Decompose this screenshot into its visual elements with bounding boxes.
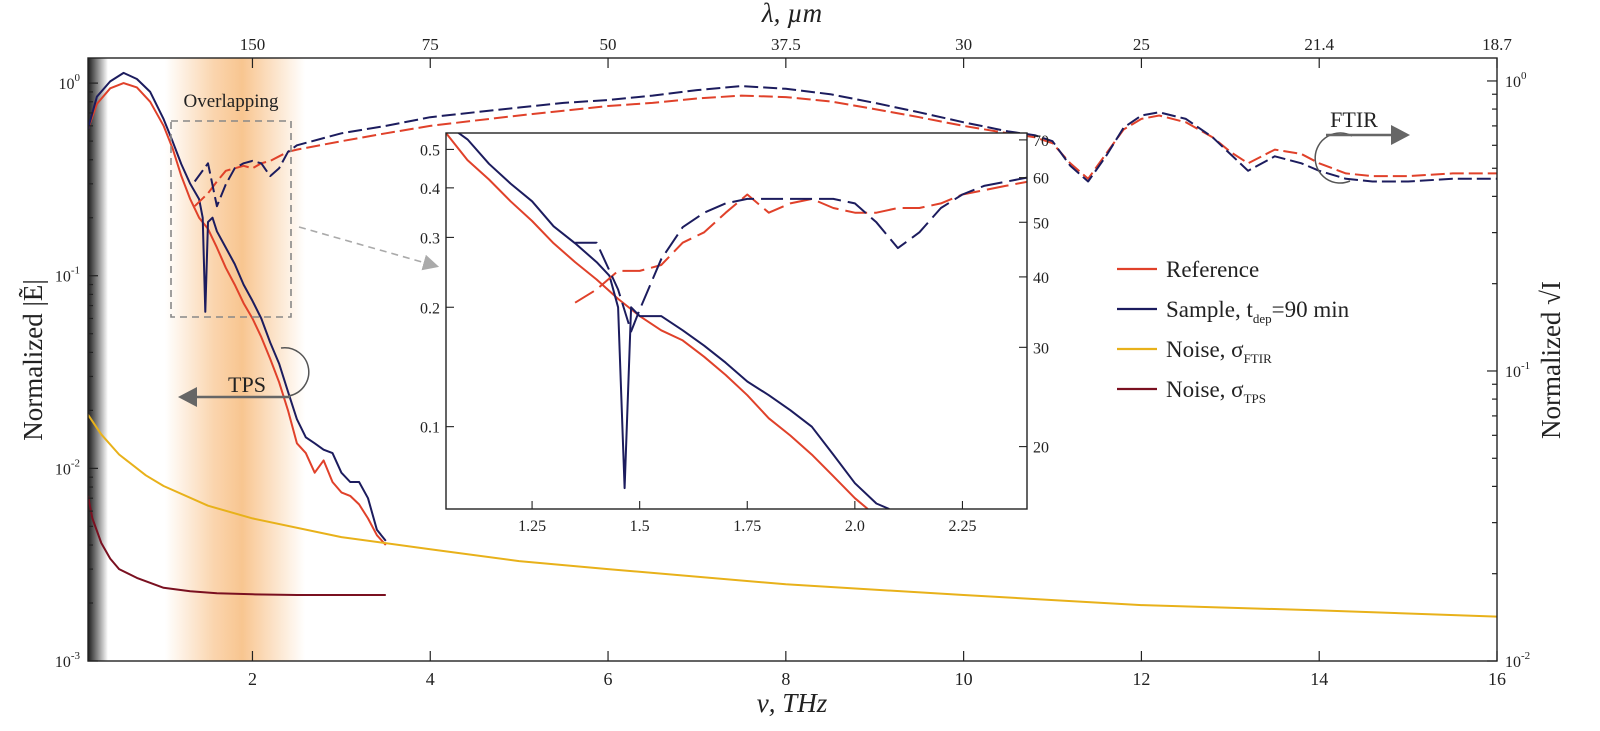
x-axis-label: ν, THz bbox=[757, 688, 828, 718]
inset-y-right-tick-label: 60 bbox=[1033, 171, 1049, 188]
legend-noise-ftir-name: Noise, σ bbox=[1166, 337, 1244, 362]
tps-arrow-head bbox=[178, 387, 197, 407]
inset-y-left-tick-label: 0.4 bbox=[420, 181, 440, 198]
inset-x-tick-label: 2.25 bbox=[948, 518, 976, 535]
inset-axes-ticks: 1.25 1.5 1.75 2.0 2.25 0.5 0.4 0.3 0.2 0.1 70 60 50 4… bbox=[420, 133, 1049, 535]
ftir-arrow-head bbox=[1391, 125, 1410, 145]
y-left-tick-label: 10-3 bbox=[55, 650, 81, 671]
inset-background bbox=[446, 133, 1027, 509]
legend-item-noise-ftir: Noise, σFTIR bbox=[1117, 337, 1272, 366]
main-axes-ticks: 2 4 6 8 10 12 14 16 150 75 50 37.5 30 25 21.4 18.7 100 10… bbox=[55, 35, 1530, 689]
top-tick-label: 30 bbox=[955, 35, 972, 54]
main-plot-frame bbox=[87, 57, 1498, 662]
overlap-label: Overlapping bbox=[184, 91, 279, 112]
y-left-tick-label: 100 bbox=[59, 72, 81, 93]
y-right-tick-label: 10-2 bbox=[1505, 650, 1530, 671]
x-tick-label: 14 bbox=[1310, 669, 1328, 689]
legend-item-reference: Reference bbox=[1117, 257, 1259, 282]
legend-noise-tps-sub: TPS bbox=[1244, 391, 1266, 406]
legend-item-sample: Sample, tdep=90 min bbox=[1117, 297, 1350, 326]
legend-sample-sub: dep bbox=[1253, 311, 1272, 326]
legend-noise-ftir-sub: FTIR bbox=[1244, 351, 1273, 366]
series-line-5 bbox=[88, 495, 386, 596]
series-line-0 bbox=[88, 82, 387, 546]
top-tick-label: 21.4 bbox=[1304, 35, 1334, 54]
inset-y-left-tick-label: 0.1 bbox=[420, 420, 440, 437]
x-tick-label: 6 bbox=[604, 669, 613, 689]
legend-label-reference: Reference bbox=[1166, 257, 1259, 282]
y-left-axis-label: Normalized |Ẽ| bbox=[18, 279, 48, 441]
inset-y-left-tick-label: 0.5 bbox=[420, 142, 440, 159]
y-left-tick-label: 10-1 bbox=[55, 265, 80, 286]
top-tick-label: 75 bbox=[422, 35, 439, 54]
legend: Reference Sample, tdep=90 min Noise, σFT… bbox=[1117, 257, 1350, 406]
ftir-curl-icon bbox=[1314, 132, 1353, 184]
inset-series-line-2 bbox=[574, 180, 1027, 304]
inset-x-tick-label: 1.5 bbox=[630, 518, 650, 535]
y-right-tick-label: 10-1 bbox=[1505, 360, 1530, 381]
inset-y-right-tick-label: 20 bbox=[1033, 440, 1049, 457]
inset-series-line-1 bbox=[456, 133, 890, 509]
top-axis-label: λ, µm bbox=[761, 0, 822, 28]
inset-series bbox=[446, 133, 1027, 509]
inset-x-tick-label: 2.0 bbox=[845, 518, 865, 535]
inset-y-left-tick-label: 0.2 bbox=[420, 300, 440, 317]
inset-series-line-0 bbox=[446, 133, 869, 509]
legend-label-sample: Sample, tdep=90 min bbox=[1166, 297, 1350, 326]
legend-label-noise-ftir: Noise, σFTIR bbox=[1166, 337, 1272, 366]
overlap-box bbox=[170, 120, 292, 318]
tps-label: TPS bbox=[228, 372, 266, 397]
inset-series-line-3 bbox=[575, 176, 1027, 333]
x-tick-label: 12 bbox=[1132, 669, 1150, 689]
x-tick-label: 10 bbox=[955, 669, 973, 689]
y-right-axis-label: Normalized √I bbox=[1536, 281, 1566, 439]
y-right-tick-label: 100 bbox=[1505, 70, 1527, 91]
inset-x-tick-label: 1.75 bbox=[733, 518, 761, 535]
series-line-2 bbox=[194, 94, 1497, 207]
legend-sample-name: Sample, t bbox=[1166, 297, 1253, 322]
x-tick-label: 4 bbox=[426, 669, 435, 689]
x-tick-label: 16 bbox=[1488, 669, 1506, 689]
top-tick-label: 37.5 bbox=[771, 35, 801, 54]
inset-x-tick-label: 1.25 bbox=[518, 518, 546, 535]
inset-y-right-tick-label: 70 bbox=[1033, 133, 1049, 150]
low-frequency-shade bbox=[88, 58, 108, 661]
top-tick-label: 150 bbox=[240, 35, 266, 54]
x-tick-label: 2 bbox=[248, 669, 257, 689]
inset-y-right-tick-label: 40 bbox=[1033, 270, 1049, 287]
series-line-4 bbox=[88, 414, 1497, 618]
inset-y-right-tick-label: 30 bbox=[1033, 340, 1049, 357]
overlap-band bbox=[165, 58, 305, 661]
ftir-label: FTIR bbox=[1330, 107, 1378, 132]
legend-noise-tps-name: Noise, σ bbox=[1166, 377, 1244, 402]
legend-sample-suffix: =90 min bbox=[1272, 297, 1350, 322]
legend-item-noise-tps: Noise, σTPS bbox=[1117, 377, 1266, 406]
series-line-1 bbox=[88, 71, 387, 542]
overlap-arrow bbox=[298, 226, 440, 271]
inset-chart: 1.25 1.5 1.75 2.0 2.25 0.5 0.4 0.3 0.2 0.1 70 60 50 4… bbox=[420, 132, 1049, 535]
x-tick-label: 8 bbox=[781, 669, 790, 689]
y-left-tick-label: 10-2 bbox=[55, 457, 80, 478]
tps-curl-icon bbox=[280, 347, 310, 397]
main-plot-series bbox=[88, 71, 1497, 618]
top-tick-label: 25 bbox=[1133, 35, 1150, 54]
legend-label-noise-tps: Noise, σTPS bbox=[1166, 377, 1266, 406]
top-tick-label: 50 bbox=[600, 35, 617, 54]
top-tick-label: 18.7 bbox=[1482, 35, 1512, 54]
inset-y-left-tick-label: 0.3 bbox=[420, 230, 440, 247]
inset-frame bbox=[445, 132, 1028, 510]
inset-y-right-tick-label: 50 bbox=[1033, 215, 1049, 232]
